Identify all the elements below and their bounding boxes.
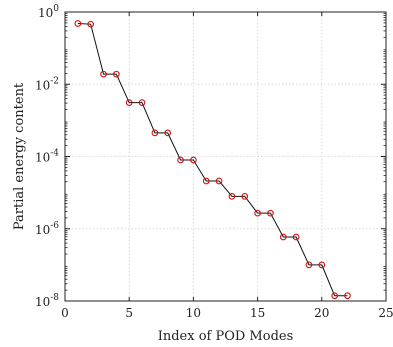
data-point xyxy=(113,70,120,78)
data-point xyxy=(279,233,287,241)
data-point xyxy=(305,261,313,269)
data-point xyxy=(254,209,261,217)
data-point xyxy=(100,70,107,78)
x-tick-label: 25 xyxy=(378,306,393,320)
data-point xyxy=(215,177,223,185)
x-tick-label: 10 xyxy=(186,306,201,320)
data-point xyxy=(138,99,146,106)
x-tick-label: 0 xyxy=(61,306,69,320)
x-tick-label: 15 xyxy=(250,306,265,320)
data-point xyxy=(202,177,210,185)
y-tick-label: 10-4 xyxy=(35,149,59,165)
x-axis-label: Index of POD Modes xyxy=(158,329,294,344)
data-point xyxy=(177,156,184,164)
data-point xyxy=(164,129,172,137)
x-tick-label: 20 xyxy=(314,306,329,320)
y-tick-label: 10-2 xyxy=(35,76,59,92)
data-point xyxy=(125,99,133,106)
axis-ticks: 0 5 10 15 20 25 10-8 10-6 10-4 10-2 100 xyxy=(35,4,393,320)
series-layer xyxy=(74,20,351,300)
series-line xyxy=(77,23,348,297)
data-point xyxy=(292,233,300,241)
data-point xyxy=(190,156,197,164)
y-tick-label: 100 xyxy=(38,4,59,20)
data-point xyxy=(344,292,351,300)
data-point xyxy=(318,261,326,269)
data-point xyxy=(151,129,159,137)
plot-frame xyxy=(64,11,387,302)
y-tick-label: 10-8 xyxy=(35,293,59,309)
data-point xyxy=(267,209,274,217)
data-point xyxy=(87,20,95,28)
x-tick-label: 5 xyxy=(125,306,133,320)
data-point xyxy=(228,192,236,200)
data-point xyxy=(331,292,338,300)
y-axis-label: Partial energy content xyxy=(12,82,27,230)
grid-lines xyxy=(65,12,386,301)
y-tick-label: 10-6 xyxy=(35,221,59,237)
data-point xyxy=(74,20,82,27)
data-point xyxy=(241,192,249,200)
